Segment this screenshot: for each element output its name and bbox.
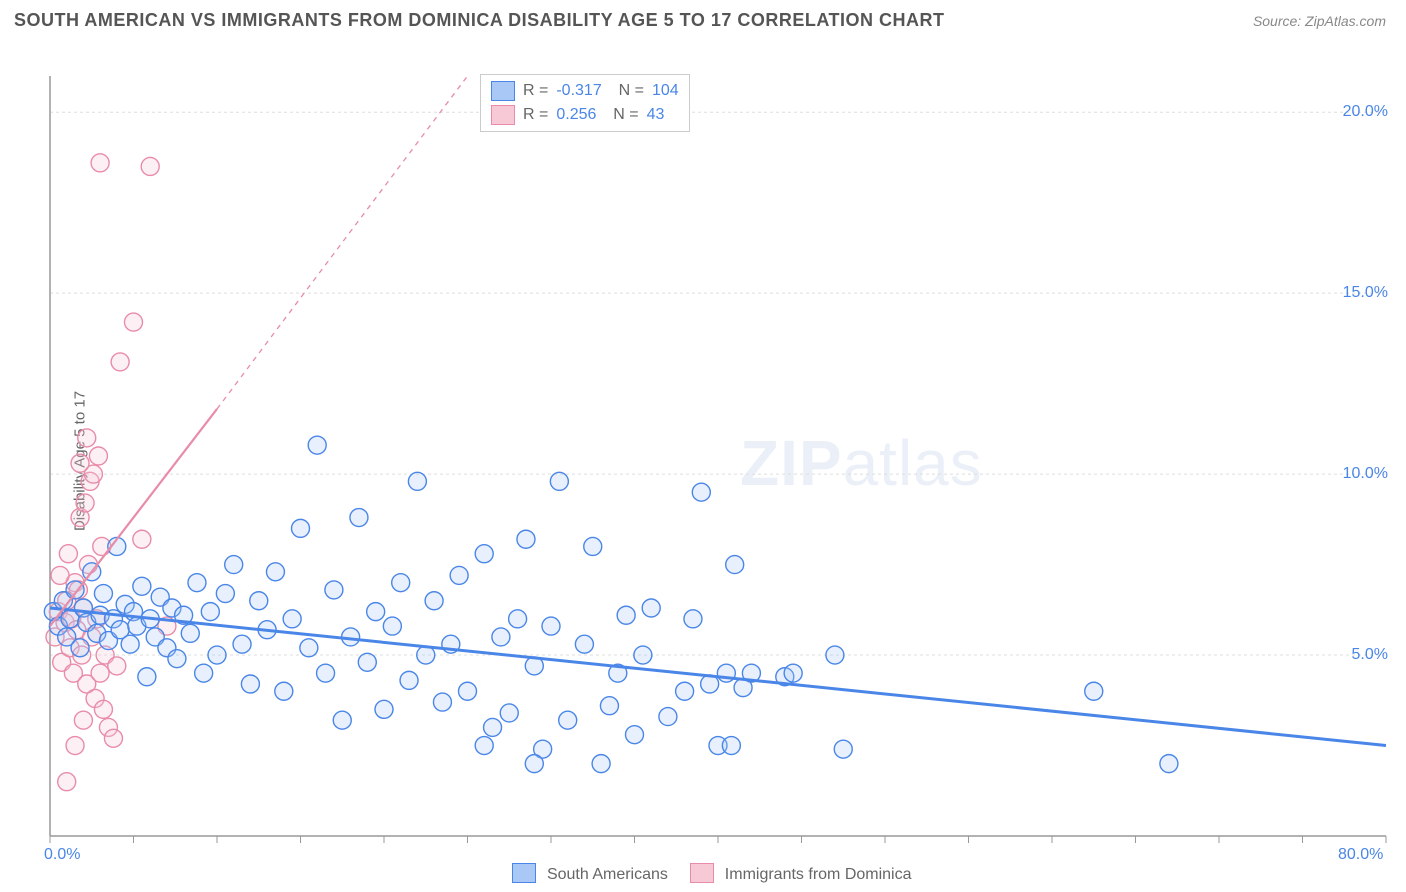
chart-header: SOUTH AMERICAN VS IMMIGRANTS FROM DOMINI…: [0, 0, 1406, 36]
scatter-chart: [0, 36, 1406, 886]
legend-swatch-dominica: [690, 863, 714, 883]
legend-swatch-pink: [491, 105, 515, 125]
correlation-legend: R = -0.317 N = 104 R = 0.256 N = 43: [480, 74, 690, 132]
y-tick: 15.0%: [1343, 284, 1388, 302]
legend-row-1: R = -0.317 N = 104: [491, 79, 679, 103]
chart-source: Source: ZipAtlas.com: [1253, 13, 1386, 29]
x-tick: 80.0%: [1338, 846, 1383, 864]
chart-title: SOUTH AMERICAN VS IMMIGRANTS FROM DOMINI…: [14, 10, 945, 31]
x-tick: 0.0%: [44, 846, 80, 864]
r-value-1: -0.317: [556, 82, 601, 100]
legend-swatch-blue: [491, 81, 515, 101]
legend-swatch-south-americans: [512, 863, 536, 883]
n-value-1: 104: [652, 82, 679, 100]
legend-label-2: Immigrants from Dominica: [725, 866, 912, 883]
r-value-2: 0.256: [556, 106, 596, 124]
legend-row-2: R = 0.256 N = 43: [491, 103, 679, 127]
legend-label-1: South Americans: [547, 866, 668, 883]
y-tick: 20.0%: [1343, 103, 1388, 121]
n-value-2: 43: [647, 106, 665, 124]
y-tick: 10.0%: [1343, 465, 1388, 483]
y-tick: 5.0%: [1352, 646, 1388, 664]
chart-container: Disability Age 5 to 17 ZIPatlas R = -0.3…: [0, 36, 1406, 886]
series-legend: South Americans Immigrants from Dominica: [0, 863, 1406, 884]
